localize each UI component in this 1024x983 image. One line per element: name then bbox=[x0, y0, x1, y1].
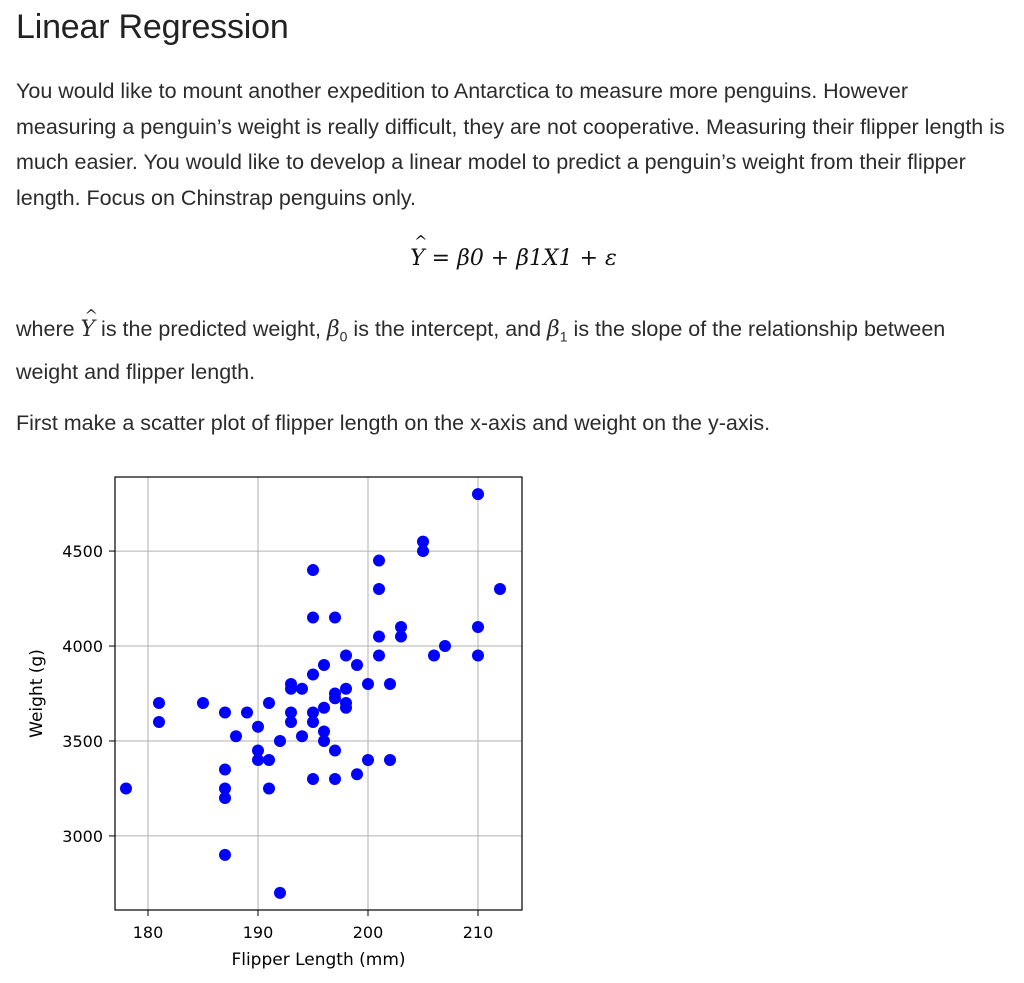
y-hat-symbol: Y bbox=[410, 232, 427, 271]
tick-layer: 180 190 200 210 3000 3500 4000 4500 bbox=[62, 542, 493, 942]
data-point bbox=[285, 706, 297, 719]
data-point bbox=[307, 772, 319, 785]
data-point bbox=[428, 649, 440, 662]
data-point bbox=[439, 640, 451, 653]
x-tick-label: 210 bbox=[463, 923, 494, 942]
data-point bbox=[230, 730, 242, 743]
data-point bbox=[307, 706, 319, 719]
y-tick-label: 3000 bbox=[62, 827, 103, 846]
data-point bbox=[252, 720, 264, 733]
x-axis-label: Flipper Length (mm) bbox=[231, 950, 405, 970]
y-hat-inline: Y bbox=[81, 298, 98, 348]
data-point bbox=[197, 696, 209, 709]
data-point bbox=[252, 753, 264, 766]
definition-text-2: is the predicted weight, bbox=[95, 317, 327, 341]
data-point bbox=[318, 659, 330, 672]
data-point bbox=[219, 763, 231, 776]
data-point bbox=[274, 734, 286, 747]
data-point bbox=[318, 725, 330, 738]
data-point bbox=[494, 583, 506, 596]
data-point bbox=[395, 621, 407, 634]
equation-rhs: = β0 + β1X1 + ε bbox=[431, 246, 617, 271]
definition-text-4: is the slope of the relationship between… bbox=[16, 317, 946, 384]
data-point bbox=[153, 715, 165, 728]
data-point bbox=[296, 682, 308, 695]
data-point bbox=[395, 630, 407, 643]
data-point bbox=[307, 668, 319, 681]
data-point bbox=[340, 701, 352, 714]
data-point bbox=[263, 696, 275, 709]
data-point bbox=[384, 753, 396, 766]
data-point bbox=[219, 782, 231, 795]
data-point bbox=[307, 564, 319, 577]
beta1-subscript: 1 bbox=[559, 328, 568, 345]
instruction-paragraph: First make a scatter plot of flipper len… bbox=[16, 411, 771, 435]
data-point bbox=[252, 744, 264, 757]
data-point bbox=[472, 488, 484, 501]
data-point bbox=[362, 753, 374, 766]
point-layer bbox=[120, 488, 506, 899]
data-point bbox=[219, 848, 231, 861]
data-point bbox=[219, 791, 231, 804]
data-point bbox=[340, 682, 352, 695]
data-point bbox=[263, 782, 275, 795]
data-point bbox=[417, 535, 429, 548]
data-point bbox=[373, 583, 385, 596]
data-point bbox=[274, 886, 286, 899]
regression-equation: Y = β0 + β1X1 + ε bbox=[16, 232, 1011, 271]
data-point bbox=[472, 621, 484, 634]
data-point bbox=[307, 715, 319, 728]
data-point bbox=[329, 692, 341, 705]
x-tick-label: 190 bbox=[243, 923, 274, 942]
data-point bbox=[285, 715, 297, 728]
intro-paragraph: You would like to mount another expediti… bbox=[16, 79, 1005, 210]
data-point bbox=[318, 734, 330, 747]
data-point bbox=[307, 611, 319, 624]
data-point bbox=[296, 730, 308, 743]
beta0-symbol: β bbox=[326, 317, 340, 342]
data-point bbox=[120, 782, 132, 795]
definition-text-1: where bbox=[16, 317, 81, 341]
y-tick-label: 4500 bbox=[62, 542, 103, 561]
data-point bbox=[285, 682, 297, 695]
definition-text-3: is the intercept, and bbox=[347, 317, 548, 341]
beta0-subscript: 0 bbox=[339, 328, 348, 345]
data-point bbox=[329, 611, 341, 624]
data-point bbox=[351, 659, 363, 672]
data-point bbox=[472, 649, 484, 662]
grid-layer bbox=[115, 477, 522, 910]
x-tick-label: 200 bbox=[353, 923, 384, 942]
beta1-symbol: β bbox=[547, 317, 560, 342]
definition-paragraph: where Y is the predicted weight, β0 is t… bbox=[16, 298, 1011, 390]
plot-frame bbox=[114, 476, 523, 911]
data-point bbox=[318, 701, 330, 714]
data-point bbox=[351, 768, 363, 781]
data-point bbox=[340, 649, 352, 662]
page-title: Linear Regression bbox=[16, 8, 289, 46]
data-point bbox=[362, 678, 374, 691]
data-point bbox=[373, 554, 385, 567]
data-point bbox=[417, 545, 429, 558]
data-point bbox=[263, 753, 275, 766]
y-tick-label: 4000 bbox=[62, 637, 103, 656]
data-point bbox=[373, 630, 385, 643]
data-point bbox=[373, 649, 385, 662]
data-point bbox=[153, 696, 165, 709]
y-axis-label: Weight (g) bbox=[27, 649, 47, 738]
x-tick-label: 180 bbox=[133, 923, 164, 942]
data-point bbox=[329, 744, 341, 757]
data-point bbox=[384, 678, 396, 691]
y-tick-label: 3500 bbox=[62, 732, 103, 751]
data-point bbox=[329, 772, 341, 785]
data-point bbox=[241, 706, 253, 719]
data-point bbox=[219, 706, 231, 719]
